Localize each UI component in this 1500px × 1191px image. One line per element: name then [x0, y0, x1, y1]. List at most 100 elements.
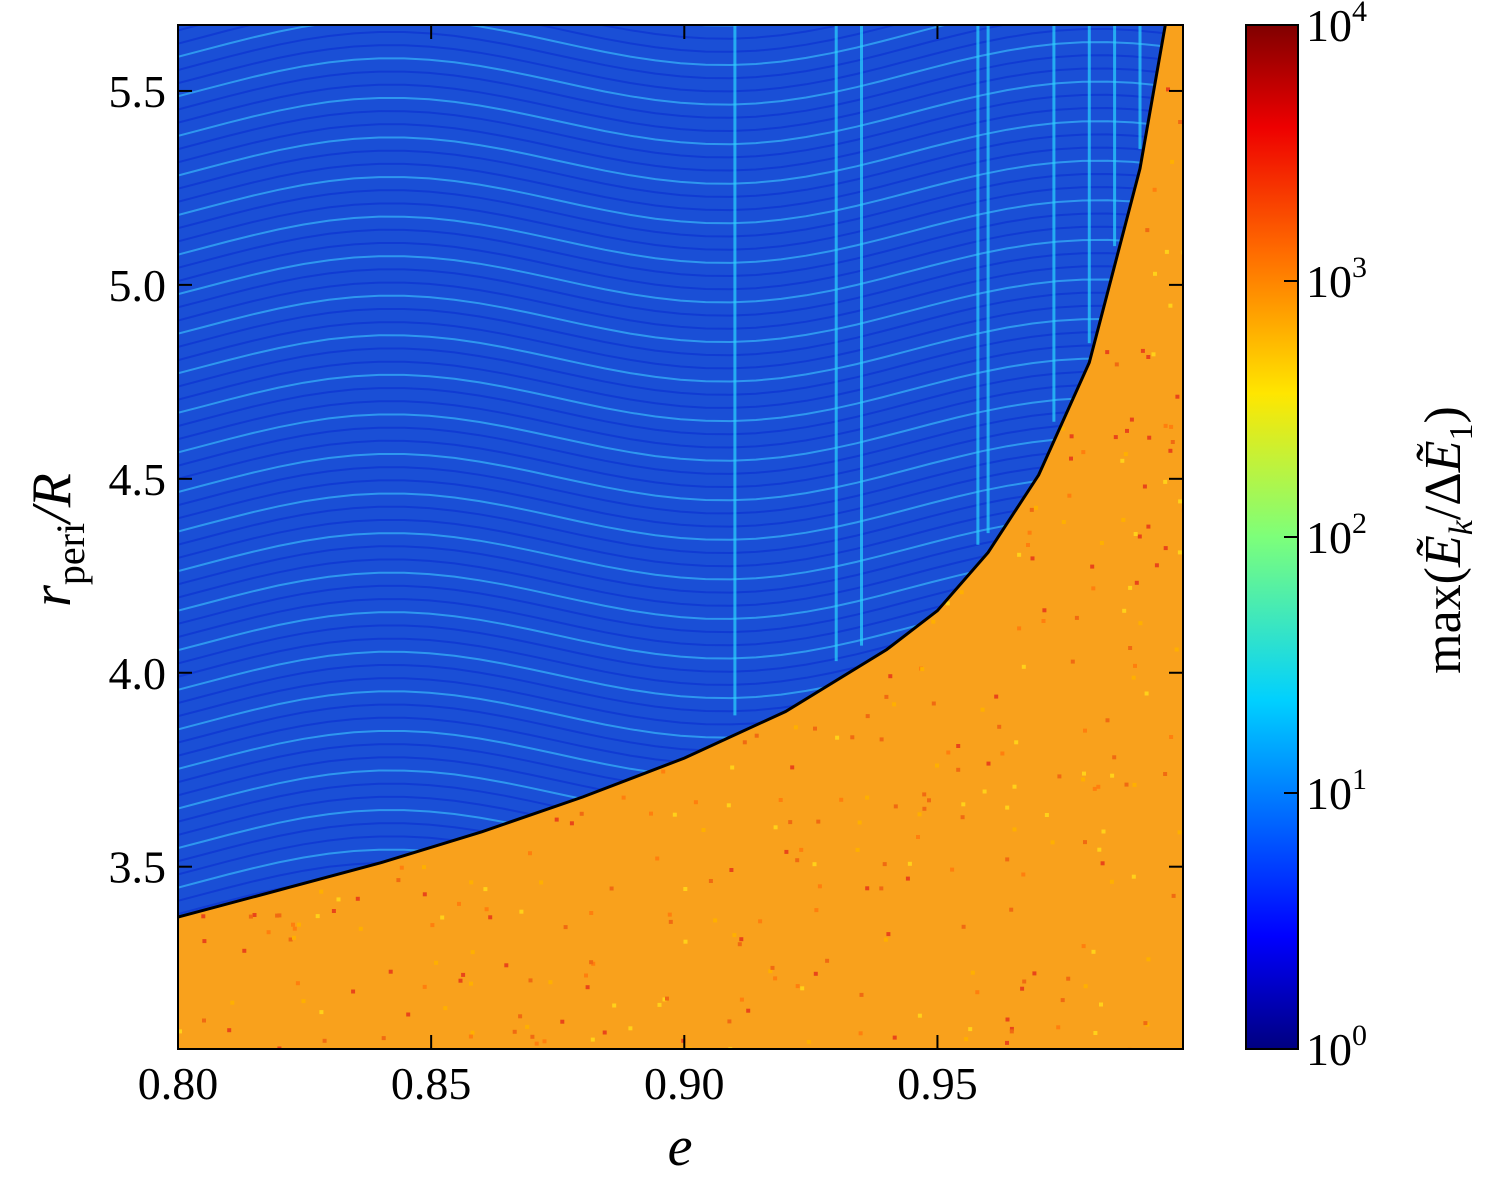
noise-cell — [1164, 249, 1169, 254]
noise-cell — [1017, 626, 1022, 631]
noise-cell — [865, 795, 870, 800]
x-tick-label: 0.85 — [391, 1058, 472, 1109]
noise-cell — [922, 806, 927, 811]
noise-cell — [1163, 772, 1168, 776]
noise-cell — [1083, 728, 1087, 733]
y-tick-label: 4.0 — [109, 648, 167, 699]
noise-cell — [917, 1013, 922, 1018]
resonance-stripe — [178, 291, 1183, 357]
resonance-stripe — [178, 331, 1183, 396]
noise-cell — [1168, 448, 1173, 453]
noise-cell — [770, 965, 775, 970]
noise-cell — [560, 1019, 565, 1024]
resonance-stripe — [178, 252, 1183, 317]
noise-cell — [1137, 534, 1142, 539]
noise-cell — [1169, 735, 1174, 739]
noise-cell — [1066, 976, 1071, 981]
noise-cell — [1022, 979, 1027, 984]
noise-cell — [512, 1029, 517, 1034]
resonance-stripe — [178, 357, 1183, 423]
noise-cell — [655, 856, 660, 861]
noise-cell — [816, 819, 821, 824]
resonance-stripe — [178, 146, 1183, 212]
noise-cell — [1014, 740, 1019, 745]
noise-cell — [693, 800, 698, 805]
noise-cell — [1168, 303, 1173, 308]
colorbar-tick-label: 102 — [1306, 507, 1367, 563]
noise-cell — [980, 707, 985, 712]
noise-cell — [358, 926, 363, 931]
noise-cell — [230, 1000, 235, 1005]
noise-cell — [399, 865, 404, 870]
noise-cell — [628, 1026, 633, 1031]
resonance-stripe — [178, 133, 1183, 198]
noise-cell — [534, 1041, 539, 1046]
noise-cell — [1163, 546, 1168, 551]
noise-cell — [388, 969, 393, 974]
noise-cell — [1105, 718, 1110, 723]
noise-cell — [778, 798, 783, 802]
noise-cell — [1074, 615, 1079, 620]
noise-cell — [683, 887, 688, 891]
noise-cell — [602, 1030, 607, 1035]
noise-cell — [1082, 771, 1086, 776]
noise-cell — [1170, 159, 1175, 164]
noise-cell — [813, 726, 817, 731]
noise-cell — [1021, 664, 1026, 669]
resonance-stripe — [178, 27, 1183, 93]
noise-cell — [585, 985, 590, 990]
noise-cell — [178, 1029, 182, 1034]
noise-cell — [297, 922, 301, 927]
noise-cell — [1169, 424, 1174, 429]
colorbar-title-var2-sub: 1 — [1443, 423, 1480, 440]
noise-cell — [1120, 458, 1125, 463]
noise-cell — [817, 884, 822, 889]
noise-cell — [1021, 872, 1026, 877]
noise-cell — [1009, 907, 1014, 912]
colorbar-tick-label: 100 — [1306, 1019, 1367, 1075]
noise-cell — [917, 812, 922, 817]
noise-cell — [795, 984, 800, 989]
resonance-stripe — [178, 120, 1183, 185]
noise-cell — [865, 714, 870, 719]
noise-cell — [1083, 984, 1088, 989]
noise-cell — [1017, 552, 1022, 557]
noise-cell — [609, 886, 614, 891]
noise-cell — [483, 887, 488, 892]
noise-cell — [754, 733, 759, 738]
noise-cell — [202, 939, 207, 944]
noise-cell — [1110, 773, 1115, 778]
noise-cell — [443, 1006, 448, 1011]
noise-cell — [1067, 493, 1072, 498]
noise-cell — [484, 907, 489, 912]
resonance-stripe — [178, 238, 1183, 304]
resonance-stripe — [178, 463, 1183, 528]
noise-cell — [1121, 517, 1126, 522]
noise-cell — [859, 992, 864, 997]
noise-cell — [461, 972, 466, 977]
noise-cell — [968, 1027, 973, 1032]
noise-cell — [727, 1019, 732, 1024]
colorbar-title-var1-sub: k — [1443, 519, 1480, 535]
noise-cell — [657, 1002, 662, 1007]
svg-text:rperi/R: rperi/R — [21, 473, 93, 607]
noise-cell — [457, 901, 461, 906]
noise-cell — [773, 976, 778, 981]
noise-cell — [295, 981, 300, 986]
y-tick-label: 4.5 — [109, 454, 167, 505]
y-axis: 3.5 4.0 4.5 5.0 5.5 — [109, 66, 1183, 893]
resonance-stripe — [178, 172, 1183, 238]
noise-cell — [1009, 1029, 1014, 1034]
noise-cell — [806, 1039, 811, 1044]
noise-cell — [1026, 543, 1030, 547]
noise-cell — [964, 1037, 969, 1042]
noise-cell — [406, 1012, 411, 1017]
y-axis-title-tail: /R — [21, 473, 83, 526]
noise-cell — [799, 847, 804, 852]
noise-cell — [758, 919, 763, 924]
noise-cell — [621, 795, 626, 800]
resonance-stripe — [178, 186, 1183, 251]
noise-cell — [961, 924, 966, 929]
noise-cell — [945, 601, 950, 606]
noise-cell — [1109, 879, 1114, 884]
